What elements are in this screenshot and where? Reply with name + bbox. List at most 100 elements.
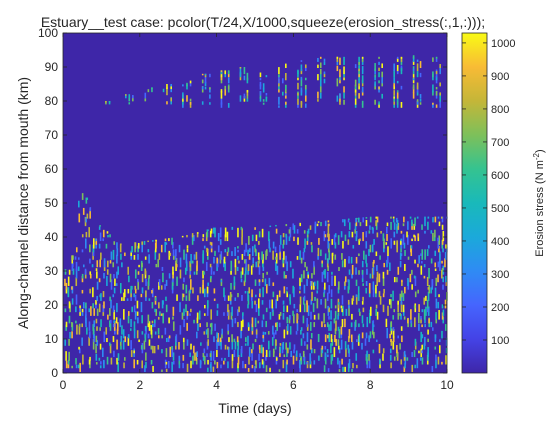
- heatmap-cell: [233, 338, 236, 343]
- heatmap-cell: [144, 92, 147, 99]
- heatmap-cell: [358, 93, 360, 99]
- heatmap-cell: [75, 277, 78, 286]
- heatmap-cell: [81, 249, 84, 253]
- heatmap-cell: [285, 233, 287, 238]
- heatmap-cell: [323, 71, 326, 75]
- heatmap-cell: [224, 85, 227, 90]
- heatmap-cell: [378, 343, 381, 354]
- heatmap-cell: [386, 328, 389, 339]
- heatmap-cell: [327, 223, 330, 234]
- heatmap-cell: [338, 345, 340, 350]
- heatmap-cell: [172, 361, 175, 365]
- heatmap-cell: [255, 249, 257, 257]
- heatmap-cell: [137, 278, 139, 283]
- heatmap-cell: [444, 252, 447, 260]
- heatmap-cell: [65, 287, 68, 294]
- heatmap-cell: [406, 357, 409, 361]
- heatmap-cell: [272, 309, 274, 316]
- heatmap-cell: [151, 289, 153, 294]
- heatmap-cell: [412, 61, 415, 65]
- heatmap-cell: [297, 92, 299, 96]
- heatmap-cell: [254, 338, 257, 343]
- heatmap-cell: [421, 261, 423, 264]
- heatmap-cell: [209, 230, 212, 238]
- heatmap-cell: [241, 237, 243, 245]
- heatmap-cell: [396, 349, 398, 358]
- heatmap-cell: [435, 76, 438, 81]
- heatmap-cell: [278, 67, 280, 75]
- heatmap-cell: [202, 354, 205, 361]
- heatmap-cell: [302, 333, 305, 339]
- colorbar-label-close: ): [534, 149, 546, 153]
- heatmap-cell: [410, 309, 412, 320]
- colorbar-tick-label: 800: [491, 104, 509, 116]
- heatmap-cell: [330, 289, 333, 298]
- heatmap-cell: [281, 78, 284, 84]
- heatmap-cell: [255, 234, 258, 242]
- heatmap-cell: [160, 244, 163, 253]
- heatmap-cell: [386, 234, 388, 242]
- heatmap-cell: [300, 64, 303, 72]
- heatmap-cell: [393, 77, 395, 84]
- heatmap-cell: [293, 225, 296, 234]
- heatmap-cell: [361, 301, 364, 305]
- heatmap-cell: [237, 227, 239, 238]
- heatmap-cell: [404, 250, 406, 257]
- heatmap-cell: [144, 98, 147, 102]
- heatmap-cell: [89, 274, 92, 279]
- heatmap-cell: [444, 258, 446, 268]
- heatmap-cell: [392, 216, 395, 219]
- heatmap-cell: [340, 339, 343, 350]
- heatmap-cell: [283, 329, 286, 339]
- heatmap-cell: [236, 309, 239, 316]
- heatmap-cell: [319, 79, 322, 87]
- heatmap-cell: [378, 67, 380, 72]
- heatmap-cell: [168, 238, 170, 242]
- heatmap-cell: [310, 281, 313, 290]
- heatmap-cell: [164, 238, 167, 242]
- heatmap-cell: [324, 220, 327, 227]
- heatmap-cell: [336, 65, 339, 72]
- heatmap-cell: [365, 332, 368, 339]
- heatmap-cell: [378, 80, 380, 84]
- heatmap-cell: [364, 338, 367, 346]
- heatmap-cell: [136, 300, 139, 309]
- heatmap-cell: [171, 348, 174, 358]
- heatmap-cell: [293, 349, 295, 354]
- heatmap-cell: [279, 251, 281, 260]
- heatmap-cell: [75, 306, 77, 313]
- heatmap-cell: [336, 95, 339, 102]
- heatmap-cell: [382, 304, 385, 313]
- heatmap-cell: [210, 309, 212, 320]
- heatmap-cell: [358, 253, 360, 257]
- heatmap-cell: [288, 229, 291, 234]
- heatmap-cell: [399, 312, 402, 316]
- heatmap-cell: [207, 282, 209, 286]
- heatmap-cell: [351, 313, 353, 320]
- heatmap-cell: [186, 322, 188, 331]
- heatmap-cell: [399, 343, 401, 350]
- heatmap-cell: [328, 223, 330, 227]
- heatmap-cell: [393, 69, 395, 78]
- heatmap-cell: [154, 250, 157, 260]
- heatmap-cell: [92, 287, 94, 298]
- heatmap-cell: [95, 238, 97, 242]
- heatmap-cell: [203, 331, 206, 335]
- heatmap-cell: [278, 85, 280, 90]
- heatmap-cell: [348, 336, 350, 343]
- heatmap-cell: [227, 77, 230, 84]
- heatmap-cell: [400, 296, 403, 305]
- heatmap-cell: [393, 356, 396, 361]
- heatmap-cell: [230, 282, 232, 290]
- heatmap-cell: [334, 254, 337, 260]
- heatmap-cell: [300, 327, 303, 331]
- heatmap-cell: [95, 300, 97, 305]
- heatmap-cell: [172, 266, 174, 275]
- heatmap-cell: [366, 268, 368, 275]
- heatmap-cell: [439, 82, 441, 87]
- heatmap-cell: [324, 353, 327, 358]
- heatmap-cell: [344, 366, 346, 372]
- heatmap-cell: [213, 336, 215, 343]
- heatmap-cell: [271, 337, 274, 346]
- heatmap-cell: [375, 251, 378, 257]
